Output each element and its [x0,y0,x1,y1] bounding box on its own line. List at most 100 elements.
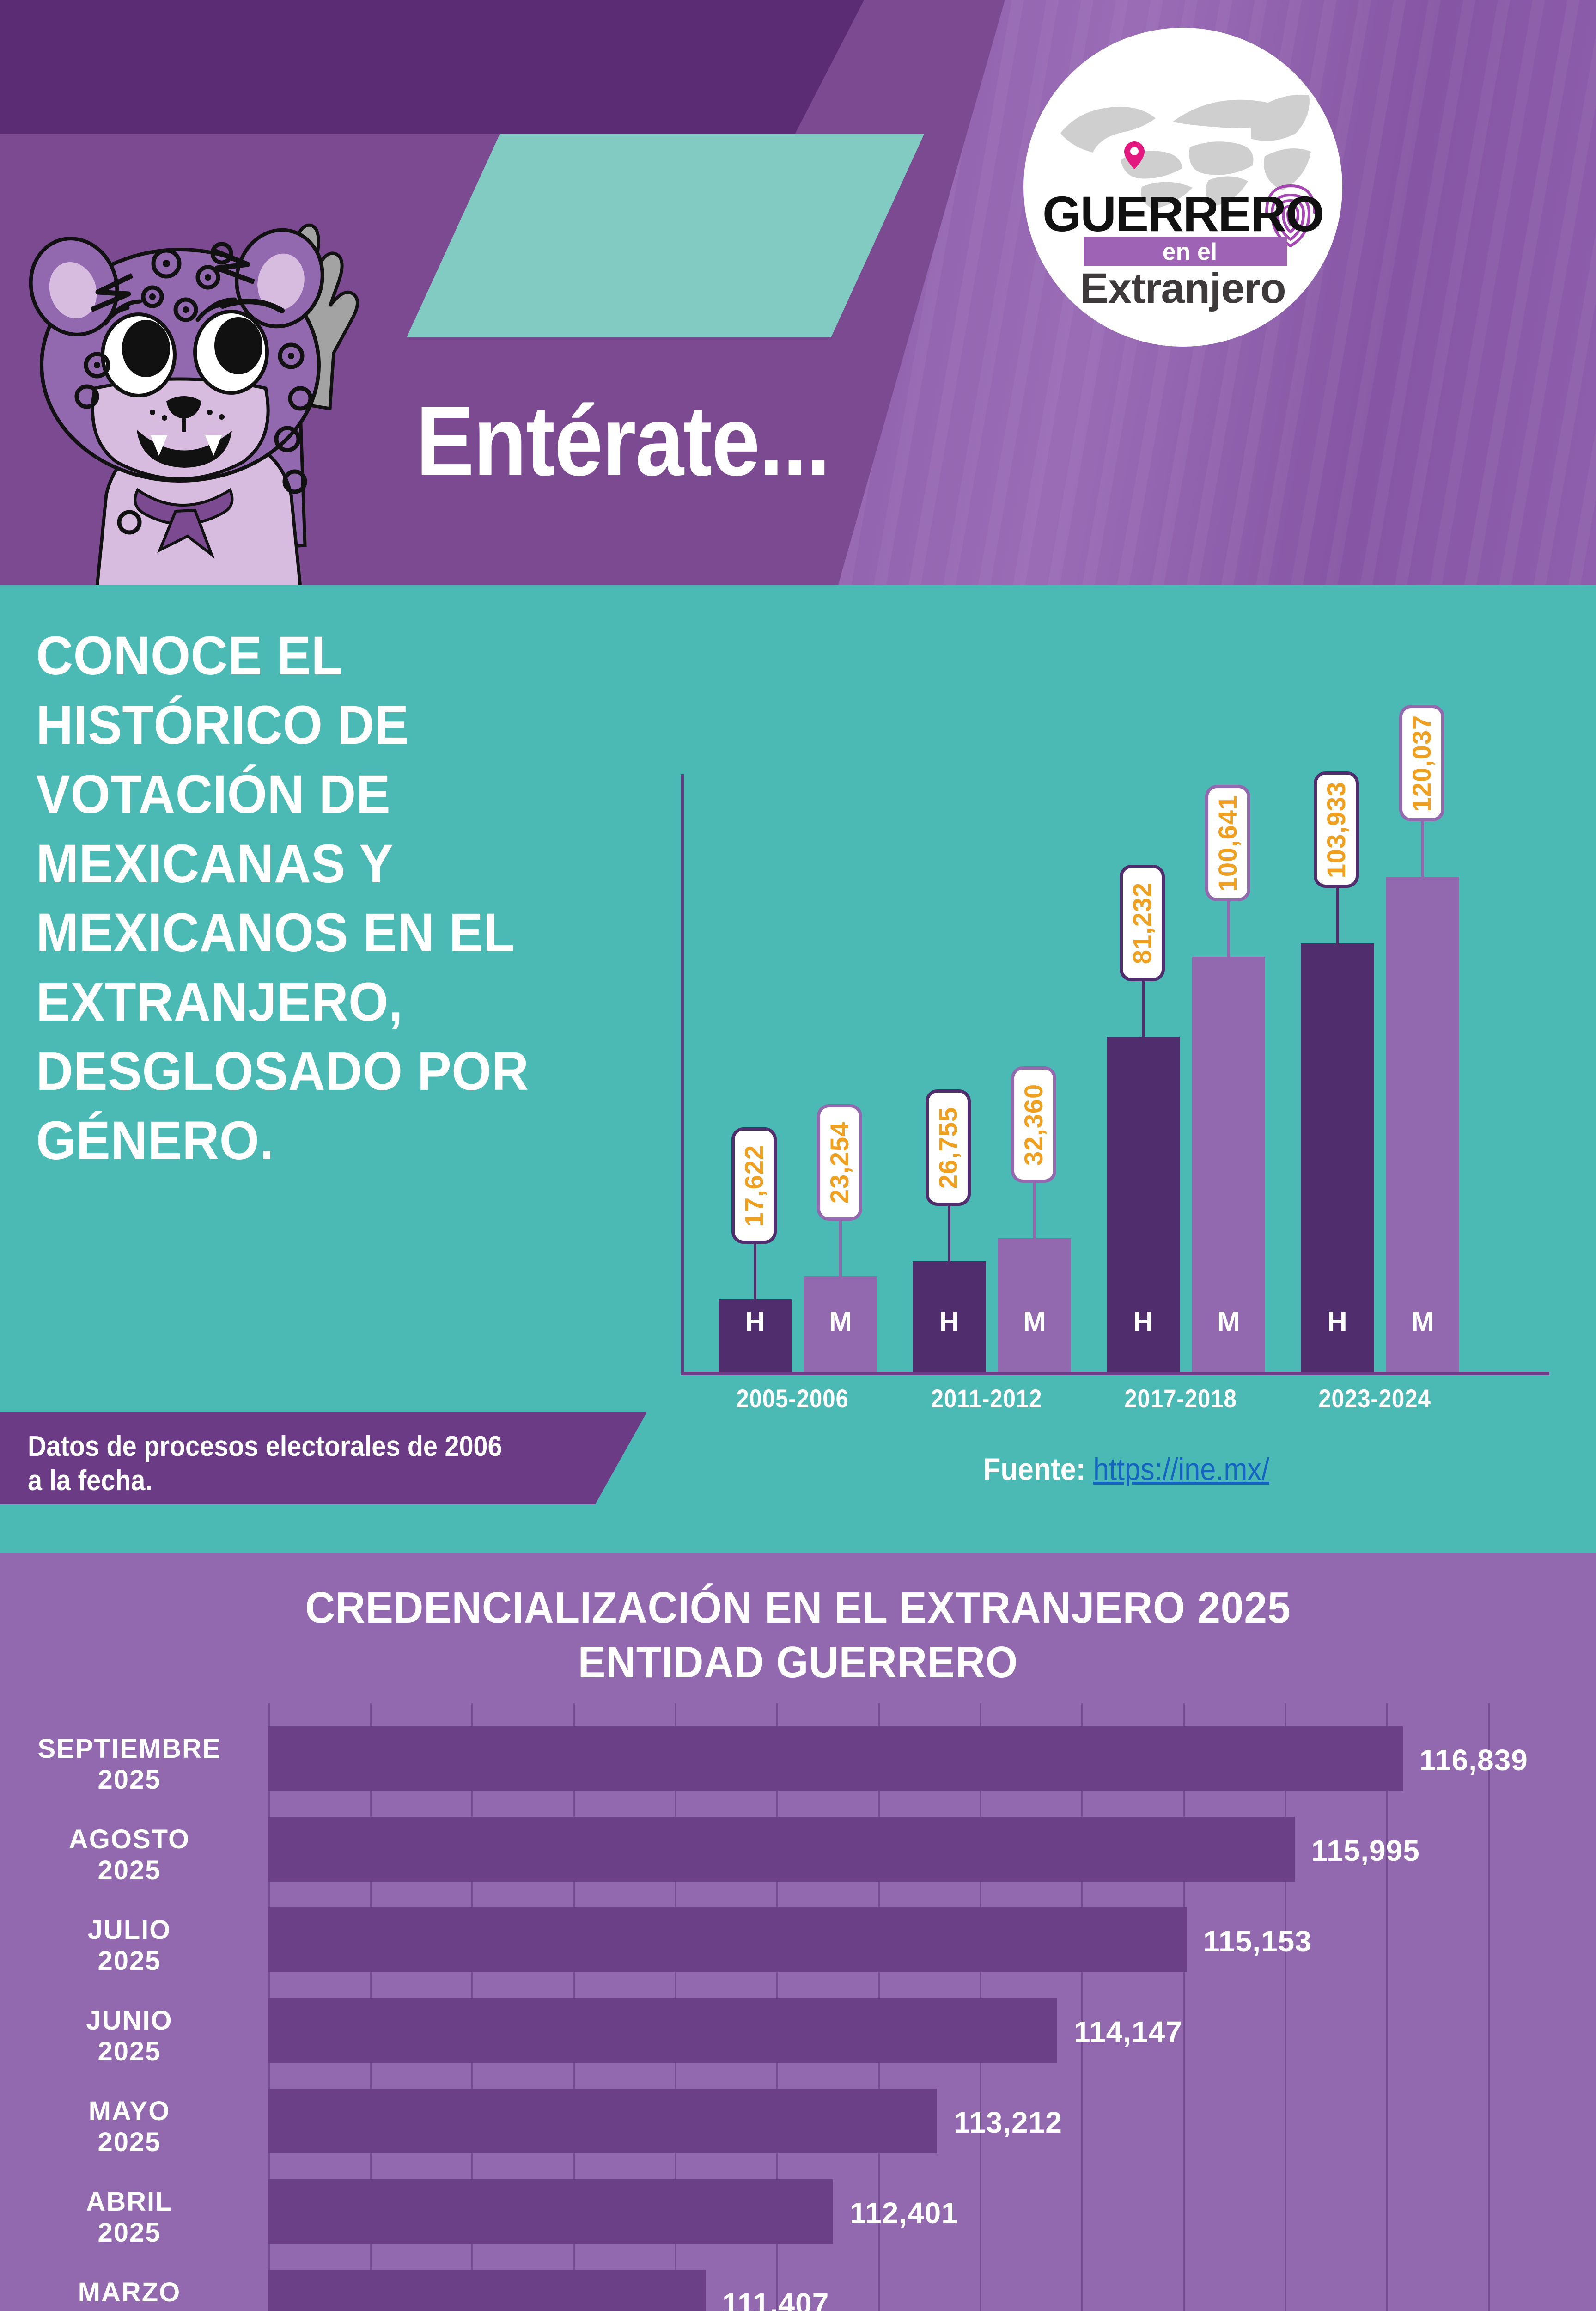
chart-row: MARZO2025 111,407 [0,2260,1596,2311]
bar-label-stem [1421,821,1424,877]
bar-rect [1192,957,1265,1372]
source-label: Fuente: [983,1452,1085,1487]
chart-x-axis [681,1372,1549,1375]
datos-note-shape [0,1412,647,1504]
credencializacion-section: CREDENCIALIZACIÓN EN EL EXTRANJERO 2025 … [0,1553,1596,2311]
chart-row: MAYO 2025 113,212 [0,2079,1596,2179]
bar-h-2005-2006: 17,622 [719,1127,792,1372]
row-bar [268,2089,937,2153]
bar-value-text: 81,232 [1127,882,1157,964]
bar-label-stem [1227,901,1230,957]
row-bar [268,2179,833,2244]
bar-h-2017-2018: 81,232 [1107,865,1180,1372]
credencializacion-title-line1: CREDENCIALIZACIÓN EN EL EXTRANJERO 2025 [305,1583,1291,1632]
datos-note-text: Datos de procesos electorales de 2006 a … [28,1431,502,1497]
logo-brand-top: GUERRERO [1042,186,1324,242]
row-value-label: 113,212 [954,2106,1062,2139]
bar-rect [1386,877,1459,1372]
bulletin-title-band [0,0,864,134]
axis-period-label: 2023-2024 [1318,1384,1431,1413]
chart-y-axis [681,774,684,1375]
row-month: ABRIL [86,2187,173,2217]
row-month-label: JUNIO 2025 [0,2005,259,2067]
location-pin-icon [1124,141,1145,169]
bar-label-stem [754,1244,756,1299]
bar-rect [1107,1037,1180,1372]
bar-value-text: 32,360 [1019,1083,1048,1166]
bar-value-bubble: 81,232 [1120,865,1165,981]
axis-tick-h: H [745,1306,765,1337]
voting-source-line: Fuente: https://ine.mx/ [983,1451,1269,1487]
bar-value-text: 26,755 [933,1107,963,1189]
bar-h-2011-2012: 26,755 [913,1089,986,1372]
gridline [1285,1703,1286,2311]
row-value-label: 111,407 [722,2287,829,2311]
row-month-label: AGOSTO 2025 [0,1824,259,1886]
row-year: 2025 [0,2308,259,2311]
row-month: JUNIO [86,2005,173,2036]
row-month: MAYO [88,2096,171,2126]
credencializacion-title: CREDENCIALIZACIÓN EN EL EXTRANJERO 2025 … [56,1581,1540,1690]
row-year: 2025 [97,2127,161,2157]
bar-m-2017-2018: 100,641 [1192,785,1265,1372]
source-link[interactable]: https://ine.mx/ [1093,1452,1269,1487]
logo-brand-mid: en el [1162,238,1218,265]
gridline [1081,1703,1083,2311]
row-value-label: 116,839 [1419,1743,1528,1777]
guerrero-en-el-extranjero-logo: GUERRERO en el Extranjero [1023,28,1342,347]
voting-bar-chart: 17,622 H 23,254 M 2005-2006 26,755 H 32,360 M 201… [672,640,1564,1472]
axis-tick-h: H [1133,1306,1153,1337]
bar-value-text: 103,933 [1322,781,1351,878]
logo-purple-band [1084,237,1287,266]
bar-value-bubble: 32,360 [1011,1066,1056,1183]
row-year: 2025 [97,2217,161,2248]
gridline [1488,1703,1490,2311]
row-month-label: MAYO 2025 [0,2096,259,2158]
row-month-label: ABRIL 2025 [0,2187,259,2248]
row-month: AGOSTO [68,1824,190,1854]
axis-period-label: 2011-2012 [931,1384,1042,1413]
credencializacion-bar-chart: SEPTIEMBRE 2025 116,839 AGOSTO 2025 115,995 JU… [0,1703,1596,2311]
gridline [1183,1703,1185,2311]
row-bar [268,1817,1295,1882]
chart-row: ABRIL 2025 112,401 [0,2169,1596,2270]
axis-period-label: 2005-2006 [736,1384,849,1413]
row-month-label: SEPTIEMBRE 2025 [0,1734,259,1795]
chart-row: JUNIO 2025 114,147 [0,1988,1596,2089]
bar-value-bubble: 17,622 [731,1127,777,1244]
bar-rect [998,1238,1071,1372]
bar-rect [719,1299,792,1372]
axis-period-label: 2017-2018 [1124,1384,1237,1413]
bar-m-2011-2012: 32,360 [998,1066,1071,1372]
chart-row: JULIO 2025 115,153 [0,1897,1596,1998]
axis-tick-m: M [1411,1306,1434,1337]
logo-brand-bottom: Extranjero [1080,265,1286,312]
row-month: MARZO [78,2277,181,2307]
fingerprint-icon [1265,184,1316,247]
row-month: JULIO [87,1915,171,1945]
row-year: 2025 [97,1855,161,1885]
bar-label-stem [1142,981,1145,1037]
row-bar [268,2270,706,2311]
row-month: SEPTIEMBRE [37,1734,221,1764]
bar-rect [1301,943,1374,1372]
bar-label-stem [1336,888,1339,943]
credencializacion-title-line2: ENTIDAD GUERRERO [578,1638,1018,1687]
row-value-label: 115,153 [1203,1925,1312,1958]
voting-history-section: CONOCE EL HISTÓRICO DE VOTACIÓN DE MEXIC… [0,585,1596,1553]
bar-value-text: 23,254 [825,1121,854,1204]
bar-value-bubble: 26,755 [926,1089,971,1206]
bar-h-2023-2024: 103,933 [1301,771,1374,1372]
header-banner: BOLETÍN OCTUBRE 2025 Entérate... [0,0,1596,585]
bar-value-text: 17,622 [739,1144,769,1227]
row-month-label: MARZO2025 [0,2277,259,2311]
row-value-label: 112,401 [850,2196,958,2230]
bar-label-stem [948,1206,950,1261]
axis-tick-h: H [1327,1306,1347,1337]
chart-row: AGOSTO 2025 115,995 [0,1807,1596,1907]
row-value-label: 115,995 [1311,1834,1420,1867]
row-year: 2025 [97,1764,161,1795]
globe-icon [1060,94,1311,209]
bar-rect [804,1276,877,1372]
bar-value-bubble: 23,254 [817,1104,862,1221]
